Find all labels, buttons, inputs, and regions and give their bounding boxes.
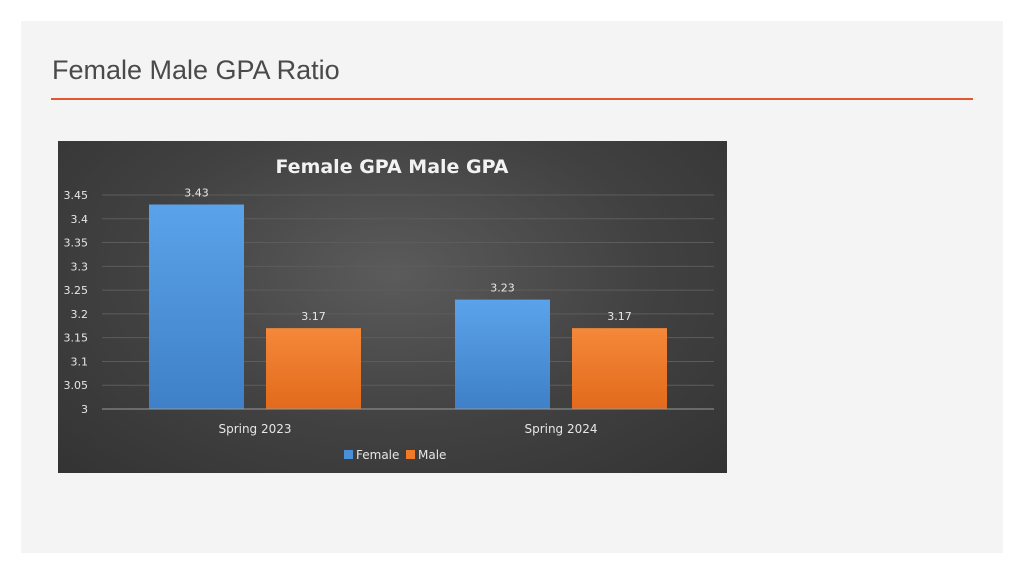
y-tick-label: 3.25 xyxy=(64,284,89,297)
data-label: 3.43 xyxy=(184,187,209,200)
x-category-label: Spring 2023 xyxy=(218,422,291,436)
bar-chart: Female GPA Male GPA 33.053.13.153.23.253… xyxy=(64,156,714,462)
legend-swatch-male xyxy=(406,450,415,459)
y-tick-label: 3.35 xyxy=(64,237,89,250)
y-tick-label: 3.3 xyxy=(71,260,89,273)
data-label: 3.17 xyxy=(301,310,326,323)
y-tick-label: 3.45 xyxy=(64,189,89,202)
y-tick-label: 3.2 xyxy=(71,308,89,321)
slide-title: Female Male GPA Ratio xyxy=(52,55,340,85)
bar-female xyxy=(149,204,244,409)
y-tick-label: 3 xyxy=(81,403,88,416)
y-axis-ticks: 3 3.05 3.1 3.15 3.2 3.25 3.3 3.35 3.4 3.45 xyxy=(64,189,89,416)
title-underline xyxy=(51,98,973,100)
y-tick-label: 3.05 xyxy=(64,379,89,392)
slide: Female Male GPA Ratio Female GPA Male GP… xyxy=(21,21,1003,553)
bar-female xyxy=(455,299,550,409)
legend-label-female: Female xyxy=(356,448,399,462)
y-tick-label: 3.4 xyxy=(71,213,89,226)
legend: Female Male xyxy=(344,448,446,462)
bar-male xyxy=(266,328,361,409)
bar-male xyxy=(572,328,667,409)
bars xyxy=(149,204,667,409)
data-label: 3.23 xyxy=(490,282,515,295)
y-tick-label: 3.1 xyxy=(71,355,89,368)
legend-label-male: Male xyxy=(418,448,446,462)
x-axis-categories: Spring 2023 Spring 2024 xyxy=(218,422,597,436)
data-labels: 3.43 3.17 3.23 3.17 xyxy=(184,187,632,324)
chart-panel: Female GPA Male GPA 3 3.05 3.1 3.15 3.2 3.25 3… xyxy=(58,141,727,473)
legend-swatch-female xyxy=(344,450,353,459)
y-tick-label: 3.15 xyxy=(64,332,89,345)
x-category-label: Spring 2024 xyxy=(524,422,597,436)
data-label: 3.17 xyxy=(607,310,632,323)
chart-title: Female GPA Male GPA xyxy=(275,156,508,178)
